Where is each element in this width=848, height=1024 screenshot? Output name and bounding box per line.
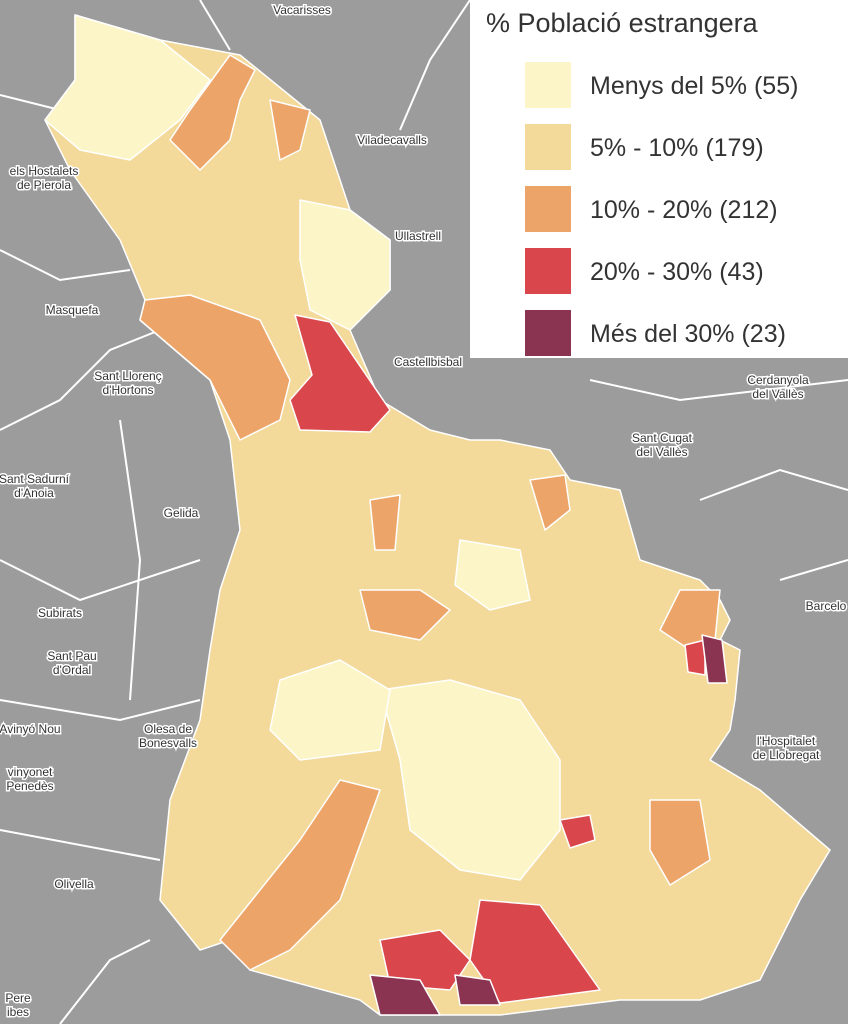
place-label: Castellbisbal <box>394 355 462 369</box>
legend-label: 10% - 20% (212) <box>590 196 778 224</box>
place-label: Olivella <box>54 877 94 891</box>
place-label: Masquefa <box>46 303 99 317</box>
place-label: d'Hortons <box>103 383 154 397</box>
place-label: Avinyó Nou <box>0 722 61 736</box>
legend-swatch <box>525 248 571 294</box>
region <box>289 314 391 433</box>
region <box>649 799 711 886</box>
place-label: l'Hospitalet <box>757 734 816 748</box>
region <box>701 634 728 684</box>
place-label: Penedès <box>6 779 53 793</box>
region <box>369 974 441 1016</box>
place-label: Cerdanyola <box>747 373 809 387</box>
legend-title: % Població estrangera <box>486 8 759 38</box>
region <box>299 199 391 331</box>
legend-swatch <box>525 310 571 356</box>
legend-swatch <box>525 124 571 170</box>
legend-box <box>470 0 848 358</box>
place-label: Sant Cugat <box>632 431 693 445</box>
place-label: Gelida <box>164 506 199 520</box>
region <box>269 659 391 761</box>
place-label: vinyonet <box>8 765 53 779</box>
place-label: Sant Sadurní <box>0 472 70 486</box>
place-label: de Llobregat <box>753 748 820 762</box>
region <box>169 54 256 171</box>
legend-label: Més del 30% (23) <box>590 320 786 348</box>
place-label: Ullastrell <box>395 229 441 243</box>
municipalities <box>44 14 831 1016</box>
region <box>219 779 381 971</box>
place-label: Subirats <box>38 606 82 620</box>
place-label: Sant Llorenç <box>94 369 161 383</box>
region <box>469 899 601 1004</box>
region <box>559 814 596 849</box>
legend-label: 5% - 10% (179) <box>590 134 764 162</box>
place-label: Vacarisses <box>273 3 331 17</box>
place-label: d'Ordal <box>53 663 91 677</box>
region <box>684 639 706 676</box>
place-label: d'Anoia <box>14 486 54 500</box>
region <box>44 14 211 161</box>
place-label: Olesa de <box>144 722 192 736</box>
legend-label: Menys del 5% (55) <box>590 72 798 100</box>
region <box>44 14 831 1016</box>
place-label: de Pierola <box>17 178 71 192</box>
legend: Menys del 5% (55) 5% - 10% (179) 10% - 20%… <box>525 62 798 356</box>
place-label: Viladecavalls <box>357 133 427 147</box>
region <box>454 974 501 1006</box>
place-label: els Hostalets <box>10 164 79 178</box>
place-label: del Vallès <box>752 387 803 401</box>
region <box>139 294 291 441</box>
region <box>454 539 531 611</box>
place-label: ibes <box>7 1005 29 1019</box>
legend-swatch <box>525 186 571 232</box>
region <box>359 589 451 641</box>
place-label: Barcelo <box>806 599 847 613</box>
region <box>269 99 311 161</box>
region <box>529 474 571 531</box>
region <box>379 679 561 881</box>
place-label: Sant Pau <box>47 649 96 663</box>
place-label: Bonesvalls <box>139 736 197 750</box>
place-label: Pere <box>5 991 31 1005</box>
place-label: del Vallès <box>636 445 687 459</box>
legend-label: 20% - 30% (43) <box>590 258 764 286</box>
region <box>369 494 401 551</box>
legend-swatch <box>525 62 571 108</box>
